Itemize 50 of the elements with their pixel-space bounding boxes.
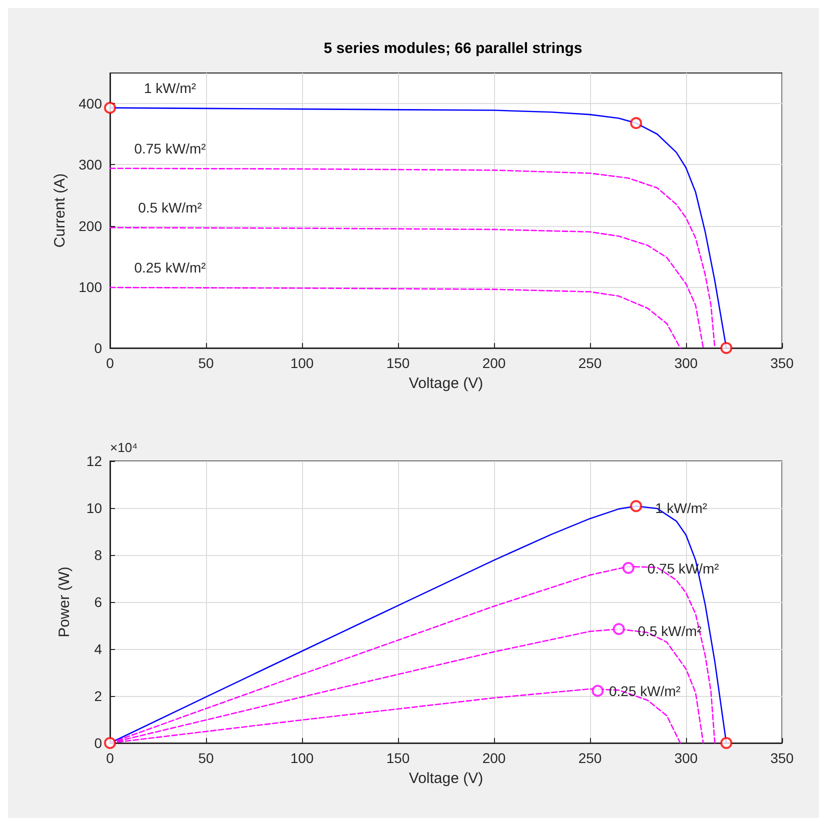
x-tick-label: 250 bbox=[578, 750, 602, 766]
line-series bbox=[109, 286, 681, 349]
y-tick-label: 12 bbox=[86, 453, 102, 469]
x-tick-label: 150 bbox=[386, 355, 410, 371]
x-axis-title: Voltage (V) bbox=[408, 770, 484, 787]
y-tick-label: 0 bbox=[94, 735, 102, 751]
line-series bbox=[109, 168, 716, 349]
point bbox=[104, 737, 116, 749]
y-tick-label: 2 bbox=[94, 688, 102, 704]
x-tick-label: 50 bbox=[198, 750, 214, 766]
point bbox=[630, 117, 642, 130]
y-tick-label: 10 bbox=[86, 500, 102, 516]
series-label: 0.75 kW/m² bbox=[134, 140, 206, 156]
point bbox=[612, 623, 625, 636]
y-tick-label: 8 bbox=[94, 547, 102, 563]
line-series bbox=[109, 226, 704, 349]
x-tick-label: 150 bbox=[386, 750, 410, 766]
series-label: 0.5 kW/m² bbox=[138, 200, 202, 216]
y-tick-label: 100 bbox=[78, 278, 102, 295]
y-tick-label: 400 bbox=[78, 96, 102, 112]
x-axis-title: Voltage (V) bbox=[408, 375, 484, 392]
x-tick-label: 300 bbox=[674, 750, 698, 766]
x-tick-label: 350 bbox=[770, 355, 794, 371]
x-tick-label: 0 bbox=[106, 355, 114, 371]
x-tick-label: 250 bbox=[578, 355, 602, 371]
x-tick-label: 100 bbox=[290, 750, 314, 766]
y-tick-label: 200 bbox=[78, 218, 102, 234]
y-tick-label: 300 bbox=[78, 156, 102, 173]
x-tick-label: 350 bbox=[770, 750, 794, 766]
x-tick-label: 300 bbox=[674, 355, 698, 371]
point bbox=[592, 684, 604, 697]
y-tick-label: 4 bbox=[94, 641, 102, 657]
point bbox=[720, 342, 732, 354]
series-label: 1 kW/m² bbox=[144, 80, 196, 96]
series-label: 0.25 kW/m² bbox=[134, 260, 206, 276]
y-axis-title: Power (W) bbox=[56, 566, 73, 638]
x-tick-label: 0 bbox=[106, 750, 114, 766]
point bbox=[720, 737, 732, 749]
x-tick-label: 200 bbox=[482, 750, 506, 766]
y-axis-title: Current (A) bbox=[52, 173, 69, 248]
x-tick-label: 50 bbox=[198, 355, 214, 371]
x-tick-label: 100 bbox=[290, 355, 314, 371]
point bbox=[622, 562, 634, 574]
x-tick-label: 200 bbox=[482, 355, 506, 371]
y-tick-label: 6 bbox=[94, 594, 102, 610]
chart-title: 5 series modules; 66 parallel strings bbox=[324, 40, 582, 57]
point bbox=[630, 500, 642, 512]
text: ×10⁴ bbox=[110, 440, 138, 455]
point bbox=[104, 102, 116, 114]
y-tick-label: 0 bbox=[94, 340, 102, 356]
